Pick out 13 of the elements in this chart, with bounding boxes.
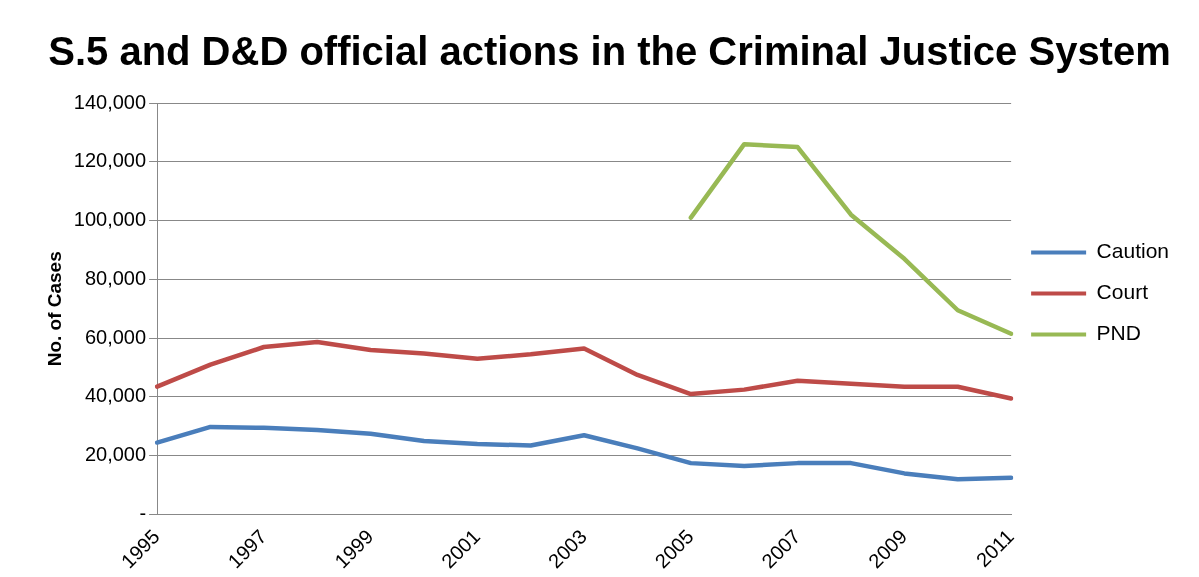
- y-tick-label: 60,000: [84, 325, 147, 348]
- y-tick-label: 120,000: [73, 149, 147, 172]
- y-axis-title: No. of Cases: [43, 251, 65, 367]
- legend-label: PND: [1096, 321, 1141, 345]
- legend-label: Court: [1096, 280, 1149, 304]
- y-tick-label: -: [139, 502, 147, 525]
- y-tick-label: 40,000: [84, 384, 147, 407]
- y-tick-label: 20,000: [84, 443, 147, 466]
- legend-label: Caution: [1096, 239, 1170, 263]
- y-tick-label: 100,000: [73, 208, 147, 231]
- y-tick-label: 80,000: [84, 266, 147, 289]
- chart-title: S.5 and D&D official actions in the Criminal Justice System: [48, 29, 1171, 74]
- y-tick-label: 140,000: [73, 90, 147, 113]
